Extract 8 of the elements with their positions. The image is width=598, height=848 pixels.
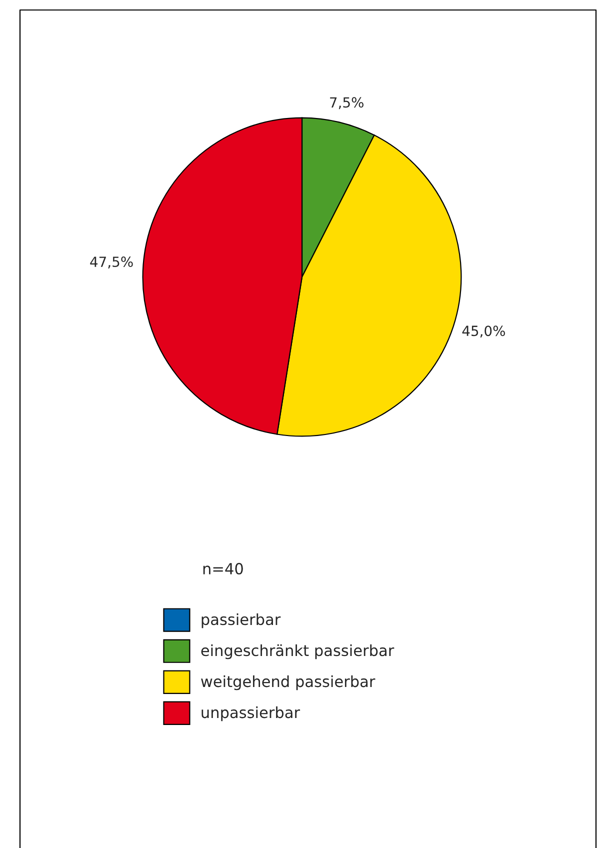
legend-label: eingeschränkt passierbar — [201, 644, 394, 660]
text: n=40 — [203, 562, 243, 574]
data-label: 47,5% — [90, 256, 133, 268]
legend-label: passierbar — [202, 613, 281, 628]
data-label: 45,0% — [462, 326, 505, 338]
data-label: 7,5% — [330, 97, 364, 110]
legend-label: unpassierbar — [202, 706, 300, 722]
legend-label: weitgehend passierbar — [201, 675, 376, 690]
